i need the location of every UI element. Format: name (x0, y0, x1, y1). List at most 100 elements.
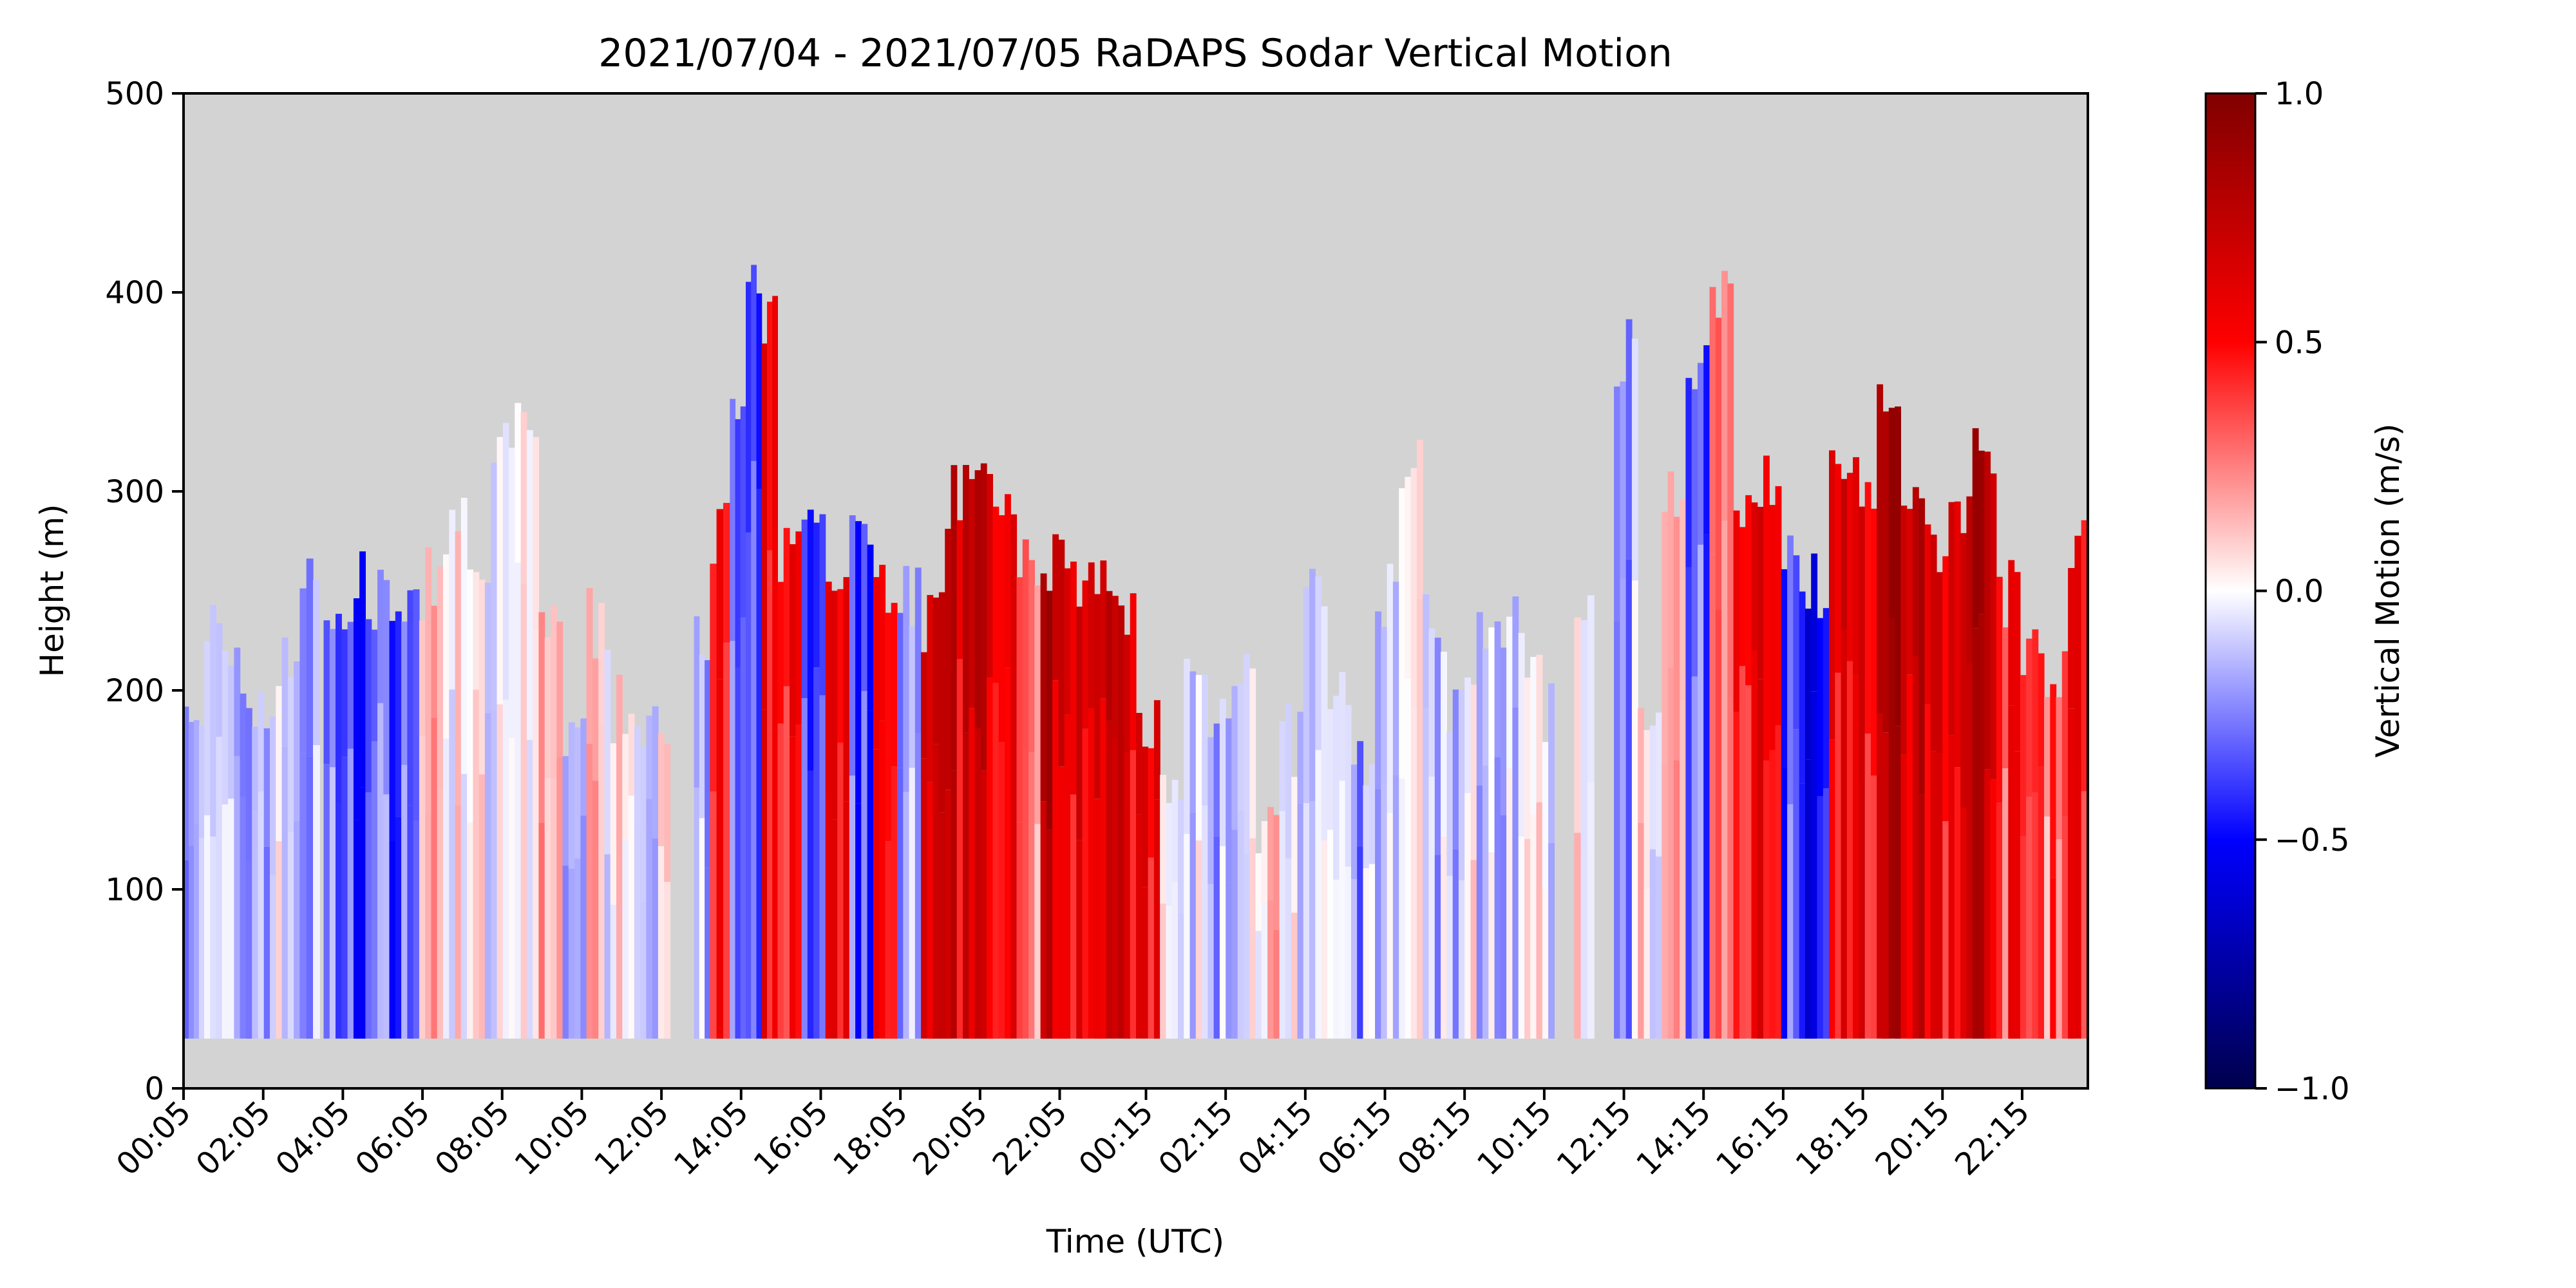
heatmap-cell (1524, 677, 1531, 839)
heatmap-cell (2008, 560, 2015, 706)
heatmap-cell (790, 544, 796, 737)
heatmap-cell (843, 577, 850, 802)
heatmap-cell (1793, 729, 1800, 1039)
heatmap-cell (574, 727, 581, 859)
heatmap-cell (1070, 794, 1077, 1039)
heatmap-cell (2074, 535, 2082, 761)
heatmap-cell (987, 677, 993, 1039)
heatmap-cell (1184, 659, 1191, 834)
x-tick-label: 04:15 (1231, 1094, 1320, 1182)
heatmap-cell (491, 462, 498, 710)
x-tick-label: 00:15 (1072, 1094, 1160, 1182)
heatmap-cell (1775, 486, 1782, 726)
heatmap-cell (1309, 800, 1316, 1039)
heatmap-cell (1673, 760, 1680, 1039)
heatmap-cell (1763, 761, 1770, 1039)
heatmap-cell (281, 637, 289, 747)
heatmap-cell (801, 519, 808, 699)
heatmap-cell (1587, 595, 1595, 782)
heatmap-cell (383, 794, 390, 1039)
x-tick-label: 18:05 (826, 1094, 914, 1182)
heatmap-cell (837, 589, 844, 743)
heatmap-cell (1381, 783, 1388, 1039)
heatmap-cell (628, 714, 635, 796)
heatmap-cell (1339, 781, 1346, 1039)
colorbar (2204, 92, 2257, 1090)
heatmap-cell (2056, 697, 2063, 840)
heatmap-cell (658, 733, 665, 846)
heatmap-cell (1536, 654, 1543, 802)
heatmap-cell (1351, 879, 1358, 1039)
heatmap-cell (443, 554, 450, 739)
heatmap-cell (313, 580, 320, 745)
heatmap-cell (1237, 811, 1244, 1039)
plot-frame (182, 92, 2089, 1090)
heatmap-cell (562, 866, 569, 1039)
heatmap-cell (1643, 730, 1651, 889)
heatmap-cell (1375, 611, 1381, 790)
x-tick-label: 06:05 (348, 1094, 437, 1182)
heatmap-cell (294, 661, 300, 821)
heatmap-cell (526, 740, 533, 1039)
heatmap-cell (184, 706, 189, 860)
heatmap-cell (299, 753, 307, 1039)
heatmap-cell (1034, 585, 1041, 824)
heatmap-cell (1960, 533, 1967, 808)
heatmap-cell (1823, 788, 1830, 1039)
heatmap-cell (1996, 802, 2003, 1039)
heatmap-cell (2081, 791, 2088, 1039)
heatmap-cell (1417, 439, 1423, 600)
colorbar-label: Vertical Motion (m/s) (2369, 423, 2407, 757)
heatmap-cell (353, 820, 360, 1039)
heatmap-cell (467, 822, 473, 1039)
heatmap-cell (515, 402, 522, 564)
heatmap-cell (1709, 554, 1716, 1039)
heatmap-cell (1942, 556, 1949, 822)
heatmap-cell (1954, 501, 1961, 767)
heatmap-cell (1673, 516, 1680, 761)
heatmap-cell (515, 563, 522, 1039)
heatmap-cell (1226, 882, 1233, 1039)
heatmap-cell (467, 569, 473, 822)
heatmap-cell (1937, 753, 1943, 1039)
x-tick-label: 22:05 (986, 1094, 1074, 1182)
heatmap-cell (1972, 428, 1979, 629)
heatmap-cell (1040, 801, 1047, 1039)
heatmap-cell (1464, 677, 1472, 793)
heatmap-cell (1871, 775, 1877, 1039)
heatmap-cell (1966, 663, 1973, 1039)
heatmap-cell (460, 773, 468, 1039)
heatmap-cell (336, 802, 342, 1039)
heatmap-cell (1399, 488, 1406, 779)
heatmap-cell (777, 582, 784, 724)
heatmap-cell (751, 460, 757, 1039)
heatmap-cell (1978, 450, 1985, 614)
heatmap-cell (188, 845, 194, 1039)
heatmap-cell (1405, 477, 1412, 679)
heatmap-cell (616, 674, 623, 854)
heatmap-cell (1208, 884, 1215, 1039)
heatmap-cell (1285, 703, 1292, 858)
heatmap-cell (216, 623, 223, 737)
y-tick-label: 0 (144, 1071, 164, 1107)
heatmap-cell (1871, 508, 1877, 776)
colorbar-tick-label: 0.0 (2275, 574, 2324, 610)
heatmap-cell (1136, 713, 1142, 815)
heatmap-cell (1895, 726, 1901, 1039)
heatmap-cell (1482, 649, 1489, 766)
y-tick-label: 300 (105, 474, 164, 510)
heatmap-cell (610, 743, 617, 905)
heatmap-cell (795, 724, 802, 1039)
heatmap-cell (1136, 814, 1142, 1039)
heatmap-cell (1171, 779, 1179, 882)
heatmap-cell (933, 744, 940, 1039)
heatmap-cell (652, 706, 659, 838)
heatmap-cell (502, 699, 509, 1039)
heatmap-cell (710, 791, 717, 1039)
heatmap-cell (1010, 708, 1018, 1039)
heatmap-cell (1835, 464, 1842, 673)
heatmap-cell (1859, 760, 1866, 1039)
heatmap-cell (2050, 878, 2057, 1039)
heatmap-cell (664, 744, 671, 882)
heatmap-cell (1351, 764, 1358, 880)
